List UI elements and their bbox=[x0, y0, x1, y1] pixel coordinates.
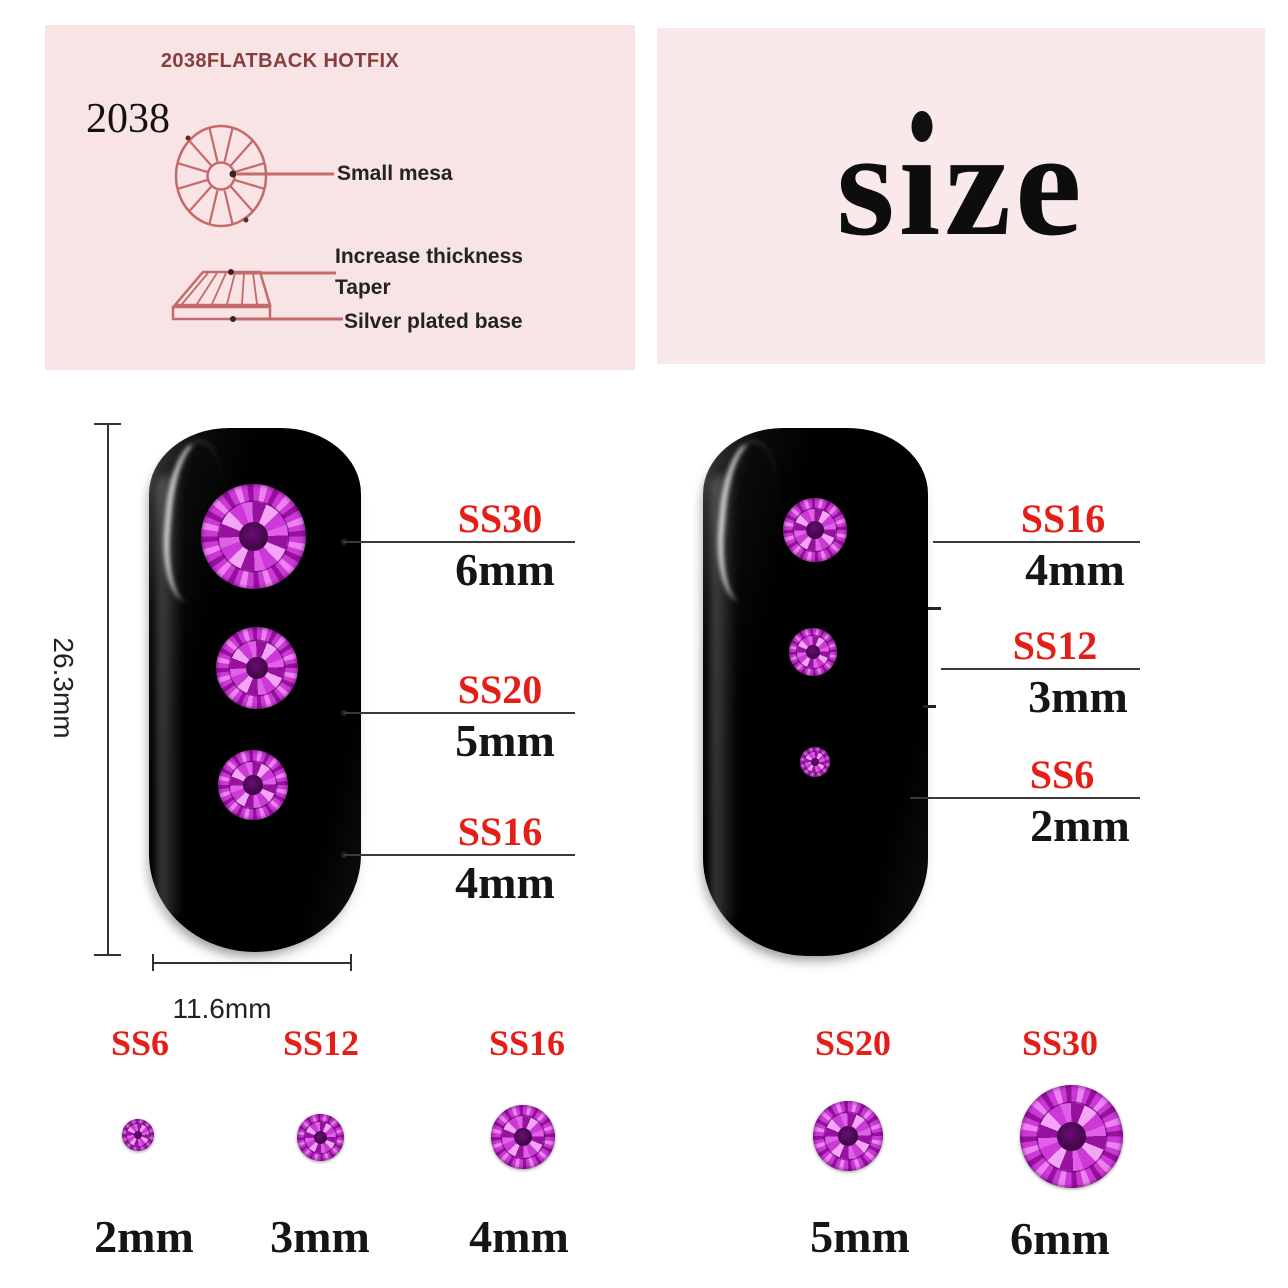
nail-edge-tick bbox=[923, 705, 936, 708]
side-label-taper: Taper bbox=[335, 276, 391, 299]
leader-line-ss30 bbox=[344, 541, 575, 543]
leader-line-ss16 bbox=[344, 854, 575, 856]
row-ss-label: SS30 bbox=[1021, 1023, 1099, 1063]
rim-dot bbox=[185, 135, 191, 141]
spec-card-title: 2038FLATBACK HOTFIX bbox=[160, 50, 400, 72]
rhinestone-ss6 bbox=[800, 747, 830, 777]
stone-side-view-diagram bbox=[171, 269, 343, 322]
width-dimension-label: 11.6mm bbox=[172, 993, 272, 1024]
nail-edge-tick bbox=[928, 607, 941, 610]
mm-label: 4mm bbox=[1025, 544, 1125, 595]
side-label-increase-thickness: Increase thickness bbox=[335, 245, 523, 268]
stone-top-view-diagram bbox=[174, 124, 334, 228]
leader-line-ss20 bbox=[344, 712, 575, 714]
ss-label: SS16 bbox=[1020, 496, 1106, 541]
row-mm-label: 5mm bbox=[810, 1211, 910, 1262]
mm-label: 3mm bbox=[1028, 671, 1128, 722]
leader-line-ss12 bbox=[941, 668, 1140, 670]
size-title-s: s bbox=[836, 101, 899, 267]
stone-structure-diagram bbox=[171, 124, 343, 322]
width-dimension-tick-left bbox=[152, 954, 154, 971]
ss-label: SS16 bbox=[457, 809, 543, 854]
rhinestone-ss12 bbox=[789, 628, 837, 676]
ss-label: SS12 bbox=[1012, 623, 1098, 668]
mm-label: 5mm bbox=[455, 715, 555, 766]
row-ss-label: SS16 bbox=[488, 1023, 566, 1063]
i-dot bbox=[911, 111, 933, 142]
row-rhinestone-ss6 bbox=[122, 1119, 154, 1151]
row-mm-label: 2mm bbox=[94, 1211, 194, 1262]
top-view-label: Small mesa bbox=[337, 162, 453, 185]
rim-dot bbox=[243, 217, 249, 223]
spec-card bbox=[45, 25, 635, 370]
rhinestone-ss30 bbox=[201, 484, 306, 589]
height-dimension-line bbox=[107, 424, 109, 956]
row-mm-label: 4mm bbox=[469, 1211, 569, 1262]
height-dimension-cap-top bbox=[94, 423, 121, 425]
row-ss-label: SS20 bbox=[814, 1023, 892, 1063]
side-label-silver-base: Silver plated base bbox=[344, 310, 523, 333]
row-mm-label: 3mm bbox=[270, 1211, 370, 1262]
mm-label: 2mm bbox=[1030, 800, 1130, 851]
thickness-dot bbox=[228, 269, 234, 275]
height-dimension-label: 26.3mm bbox=[48, 637, 79, 739]
row-rhinestone-ss20 bbox=[813, 1101, 883, 1171]
leader-line-ss6 bbox=[910, 797, 1140, 799]
mm-label: 4mm bbox=[455, 857, 555, 908]
rhinestone-ss16-right bbox=[783, 498, 847, 562]
mm-label: 6mm bbox=[455, 544, 555, 595]
size-title-i: ı bbox=[898, 101, 945, 267]
model-number: 2038 bbox=[86, 96, 170, 142]
rhinestone-ss16 bbox=[218, 750, 288, 820]
size-card: sı ze bbox=[657, 28, 1265, 364]
row-rhinestone-ss30 bbox=[1020, 1085, 1123, 1188]
row-rhinestone-ss16 bbox=[491, 1105, 555, 1169]
height-dimension-cap-bottom bbox=[94, 954, 121, 956]
row-ss-label: SS6 bbox=[110, 1023, 170, 1063]
row-rhinestone-ss12 bbox=[297, 1114, 344, 1161]
leader-line-ss16-right bbox=[933, 541, 1140, 543]
base-dot bbox=[230, 316, 236, 322]
size-title: sı ze bbox=[836, 109, 1085, 259]
mesa-dot bbox=[229, 170, 237, 178]
ss-label: SS20 bbox=[457, 667, 543, 712]
row-mm-label: 6mm bbox=[1010, 1213, 1110, 1264]
width-dimension-tick-right bbox=[350, 954, 352, 971]
row-ss-label: SS12 bbox=[282, 1023, 360, 1063]
rhinestone-ss20 bbox=[216, 627, 298, 709]
width-dimension-line bbox=[152, 962, 352, 964]
ss-label: SS6 bbox=[1029, 752, 1095, 797]
ss-label: SS30 bbox=[457, 496, 543, 541]
size-title-ze: ze bbox=[944, 101, 1086, 267]
